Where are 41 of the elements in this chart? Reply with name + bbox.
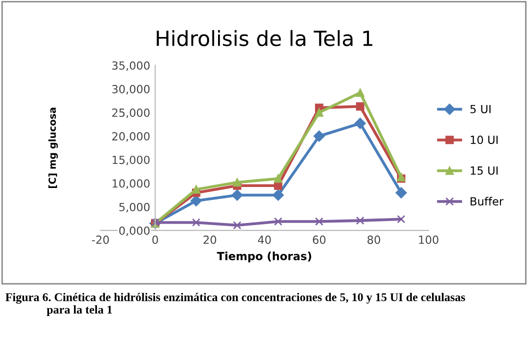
y-tick-label: 35,000 [112, 61, 150, 71]
point [396, 214, 406, 224]
point [190, 195, 202, 206]
text: Figura 6. Cinética de hidrólisis enzimática con concentraciones de 5, 10 y 15 UI de celulasas para la tela 1 [5, 292, 466, 316]
x-axis-title: Tiempo (horas) [216, 252, 312, 262]
point [232, 189, 243, 201]
point [356, 102, 364, 111]
y-tick-label: 15,000 [112, 156, 150, 166]
point [396, 187, 407, 198]
point [314, 108, 324, 117]
legend-label: 10 UI [470, 136, 498, 144]
y-tick-label: 20,000 [112, 132, 150, 142]
point [356, 88, 364, 97]
x-tick-label: 80 [368, 236, 380, 244]
y-tick-label: 10,000 [112, 179, 150, 189]
y-tick-label: 5,000 [119, 202, 150, 212]
x-tick-label: 60 [312, 236, 326, 244]
legend-label: 15 UI [470, 166, 498, 175]
point [354, 118, 366, 129]
y-tick-label: 25,000 [112, 108, 150, 118]
point [233, 178, 242, 187]
point [274, 174, 282, 183]
y-axis-title: [C] mg glucosa [48, 108, 58, 188]
point [356, 216, 364, 225]
x-tick-label: 20 [204, 236, 216, 244]
point [192, 218, 200, 227]
point [314, 130, 325, 142]
y-tick-label: 0,000 [119, 226, 150, 236]
x-tick-label: 40 [258, 236, 271, 244]
point [192, 185, 200, 194]
x-tick-label: 0 [152, 236, 158, 244]
point [272, 189, 284, 201]
x-tick-label: -20 [92, 236, 109, 244]
point [314, 217, 324, 226]
y-tick-label: 30,000 [112, 84, 150, 94]
legend-label: 5 UI [470, 105, 491, 114]
point [274, 217, 282, 226]
x-tick-label: 100 [419, 236, 438, 244]
legend-label: Buffer [470, 196, 504, 206]
chart-title: Hidrolisis de la Tela 1 [156, 30, 372, 46]
point [233, 221, 242, 230]
